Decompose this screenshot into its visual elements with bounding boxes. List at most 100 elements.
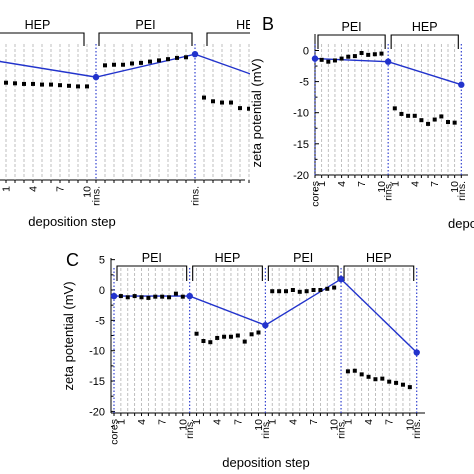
panel-b-data-point <box>372 52 377 57</box>
panel-a-data-point <box>139 60 143 65</box>
panel-b-data-point <box>346 54 351 59</box>
panel-c-phase-bracket <box>267 265 339 281</box>
panel-a-phase-label: HEP <box>25 18 51 32</box>
panel-c-x-tick-label: 1 <box>115 419 127 425</box>
panel-a-data-point <box>265 113 269 117</box>
panel-c-data-point <box>311 288 316 292</box>
panel-b-x-tick-label: 10 <box>376 181 388 193</box>
panel-a-data-point <box>274 114 278 118</box>
panel-c-data-point <box>173 291 178 296</box>
panel-letter-c: C <box>66 250 79 270</box>
panel-a-data-point <box>220 100 224 105</box>
panel-b-y-tick-label: 0 <box>303 46 309 58</box>
panel-c-phase-label: PEI <box>293 251 313 265</box>
panel-b-x-tick-label: 10 <box>449 181 461 193</box>
panel-b-phase-bracket <box>317 34 386 49</box>
panel-a-x-tick-label: 10 <box>82 186 94 198</box>
panel-a-data-point <box>40 82 44 87</box>
panel-a-x-tick-label: rins. <box>289 186 301 206</box>
panel-c-phase-label: HEP <box>366 251 392 265</box>
panel-b-data-point <box>412 113 417 118</box>
panel-c-x-tick-label: 7 <box>308 419 320 425</box>
panel-c-line-point <box>337 275 345 283</box>
panel-b-data-point <box>406 113 411 118</box>
panel-c-data-point <box>249 332 254 337</box>
panel-b-y-tick-label: -5 <box>299 77 309 89</box>
panel-c-data-point <box>125 295 130 300</box>
panel-b-data-point <box>439 114 444 119</box>
panel-a-data-point <box>211 99 215 104</box>
panel-c-y-tick-label: -15 <box>89 376 105 388</box>
panel-b-data-point <box>399 111 404 116</box>
panel-b-data-point <box>379 51 384 56</box>
panel-a-data-point <box>58 83 62 88</box>
panel-c-x-tick-label: cores <box>109 419 121 445</box>
panel-a-data-point <box>13 81 17 86</box>
panel-b-y-tick-label: -15 <box>293 139 309 151</box>
panel-a-data-point <box>49 82 53 87</box>
panel-c-data-point <box>242 339 247 344</box>
panel-c-data-point <box>277 289 282 294</box>
panel-a-data-point <box>4 80 8 85</box>
panel-a-phase-bracket <box>206 32 250 46</box>
panel-c-x-tick-label: 1 <box>342 419 354 425</box>
panel-a-data-point <box>31 81 35 86</box>
panel-c-y-axis-title: zeta potential (mV) <box>61 281 76 390</box>
panel-b-data-point <box>446 120 450 125</box>
panel-a-data-point <box>22 81 26 86</box>
panel-b-phase-label: PEI <box>341 20 361 34</box>
panel-a-line-point <box>92 73 100 81</box>
panel-b-line-point <box>311 55 319 62</box>
panel-b-x-tick-label: 1 <box>389 181 401 187</box>
panel-c-x-tick-label: 7 <box>384 419 396 425</box>
panel-a-series-line <box>0 53 250 78</box>
panel-c-data-point <box>215 335 220 340</box>
panel-a-data-point <box>67 83 71 88</box>
panel-b-x-tick-label: 1 <box>316 181 328 187</box>
panel-c-data-point <box>167 295 172 300</box>
panel-c-data-point <box>132 294 137 299</box>
panel-b-y-axis-title: zeta potential (mV) <box>249 58 264 167</box>
panel-c-x-tick-label: rins. <box>184 419 196 439</box>
panel-c-data-point <box>139 295 144 300</box>
panel-c-data-point <box>270 289 275 294</box>
panel-c-data-point <box>366 374 371 379</box>
panel-c-x-tick-label: rins. <box>336 419 348 439</box>
panel-b-phase-bracket <box>390 34 459 49</box>
panel-c-data-point <box>118 294 123 299</box>
panel-a-data-point <box>112 62 116 67</box>
panel-b-x-tick-label: rins. <box>456 181 468 201</box>
panel-b-x-tick-label: 7 <box>429 181 441 187</box>
panel-b-x-tick-label: 4 <box>409 181 421 187</box>
panel-b-y-tick-label: -20 <box>293 170 309 182</box>
panel-c-x-tick-label: 7 <box>232 419 244 425</box>
panel-c-data-point <box>304 289 309 294</box>
panel-a-x-tick-label: rins. <box>190 186 202 206</box>
panel-c-y-tick-label: -20 <box>89 406 105 418</box>
panel-c-x-tick-label: 4 <box>287 419 299 425</box>
panel-c-data-point <box>345 369 350 374</box>
panel-c-data-point <box>222 334 227 339</box>
panel-c-x-tick-label: rins. <box>260 419 272 439</box>
panel-c-data-point <box>153 294 158 299</box>
panel-c-phase-label: HEP <box>215 251 241 265</box>
panel-b-phase-label: HEP <box>412 20 438 34</box>
panel-a-line-point <box>191 50 199 58</box>
panel-c-phase-bracket <box>116 265 188 281</box>
panel-c-data-point <box>160 294 165 299</box>
panel-a-data-point <box>85 84 89 89</box>
panel-a-phase-bracket <box>0 32 85 46</box>
panel-b-x-tick-label: 7 <box>356 181 368 187</box>
panel-a-data-point <box>157 58 161 63</box>
panel-a-x-tick-label: 7 <box>55 186 67 192</box>
panel-c-data-point <box>201 338 206 343</box>
panel-a-data-point <box>166 57 170 62</box>
panel-c-data-point <box>318 288 323 292</box>
panel-a-data-point <box>121 62 125 67</box>
panel-b-data-point <box>352 54 357 59</box>
panel-c-data-point <box>208 340 213 345</box>
panel-c-data-point <box>373 377 378 382</box>
panel-c-data-point <box>352 368 357 373</box>
